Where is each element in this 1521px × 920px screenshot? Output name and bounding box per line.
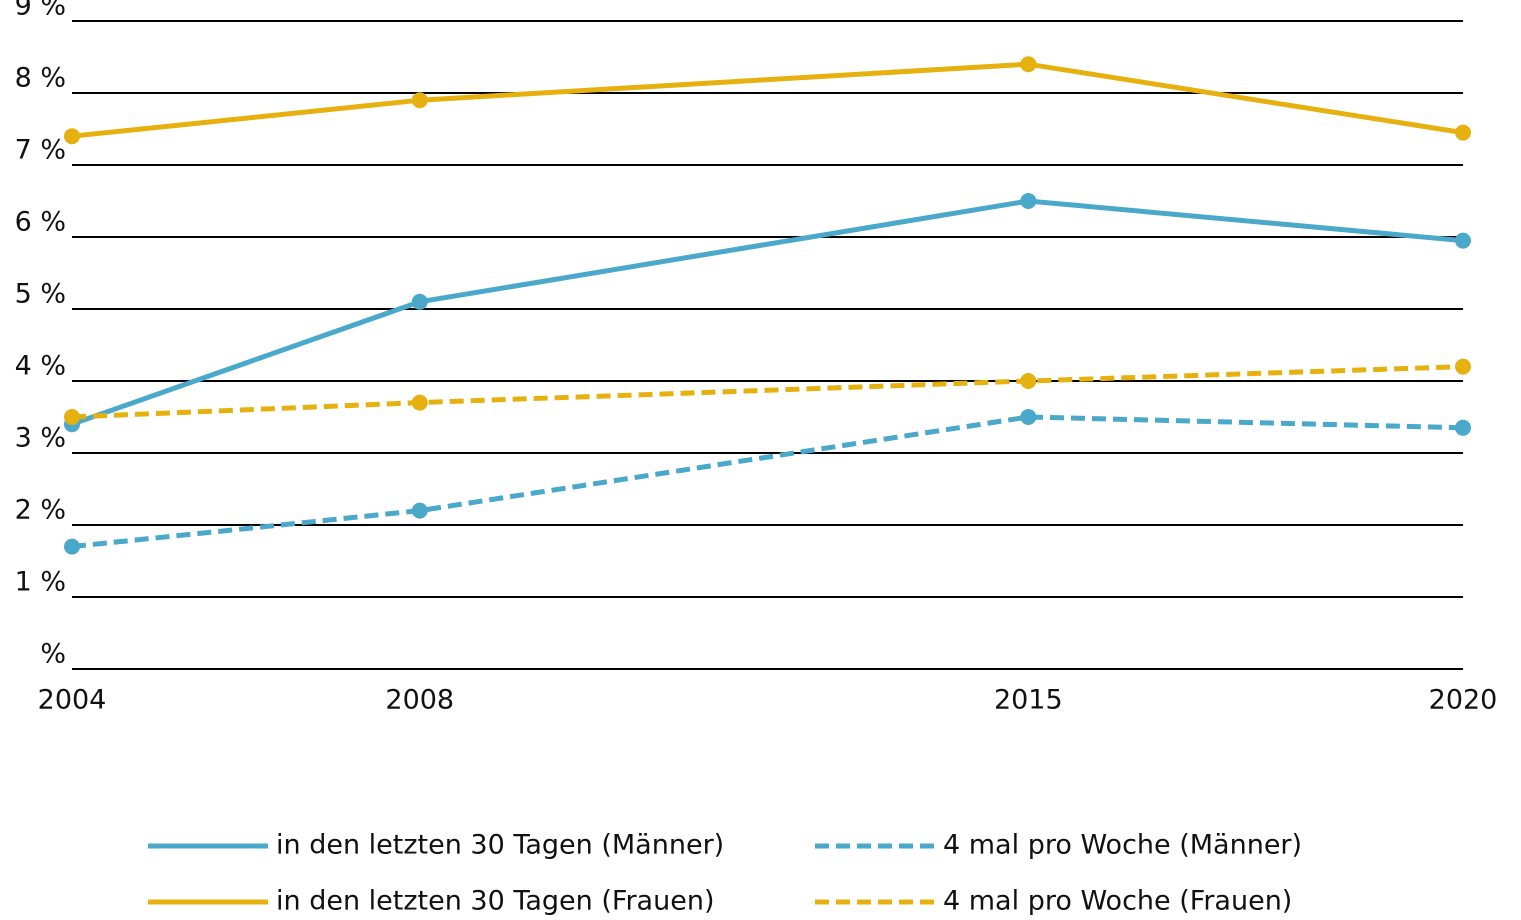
data-point bbox=[1020, 409, 1037, 425]
legend-label: in den letzten 30 Tagen (Frauen) bbox=[276, 886, 714, 917]
x-tick-label: 2008 bbox=[385, 685, 454, 716]
legend-label: 4 mal pro Woche (Männer) bbox=[943, 830, 1302, 861]
y-tick-label: % bbox=[40, 639, 66, 670]
x-tick-label: 2004 bbox=[38, 685, 107, 716]
series-line bbox=[71, 414, 1464, 550]
series-line bbox=[71, 198, 1464, 427]
y-tick-label: 1 % bbox=[15, 567, 66, 598]
y-tick-label: 4 % bbox=[15, 351, 66, 382]
y-tick-label: 2 % bbox=[15, 495, 66, 526]
data-point bbox=[1020, 373, 1037, 389]
data-point bbox=[1455, 124, 1471, 141]
data-point bbox=[1455, 232, 1471, 249]
series-line bbox=[71, 61, 1464, 139]
y-tick-label: 5 % bbox=[15, 279, 66, 310]
y-tick-label: 8 % bbox=[15, 63, 66, 94]
data-point bbox=[411, 293, 428, 310]
data-point bbox=[64, 409, 80, 425]
data-point bbox=[1020, 56, 1037, 73]
data-point bbox=[64, 128, 80, 145]
data-point bbox=[1455, 419, 1471, 436]
data-point bbox=[411, 394, 428, 411]
y-tick-label: 9 % bbox=[15, 0, 66, 22]
data-point bbox=[1020, 193, 1037, 209]
y-tick-label: 3 % bbox=[15, 423, 66, 454]
legend-label: in den letzten 30 Tagen (Männer) bbox=[276, 830, 724, 861]
x-tick-label: 2015 bbox=[994, 685, 1063, 716]
legend-label: 4 mal pro Woche (Frauen) bbox=[943, 886, 1292, 917]
data-point bbox=[64, 538, 80, 555]
y-tick-label: 7 % bbox=[15, 135, 66, 166]
data-point bbox=[1455, 358, 1471, 375]
series-line bbox=[71, 364, 1464, 420]
x-tick-label: 2020 bbox=[1429, 685, 1498, 716]
data-point bbox=[411, 92, 428, 109]
y-tick-label: 6 % bbox=[15, 207, 66, 238]
data-point bbox=[411, 502, 428, 519]
